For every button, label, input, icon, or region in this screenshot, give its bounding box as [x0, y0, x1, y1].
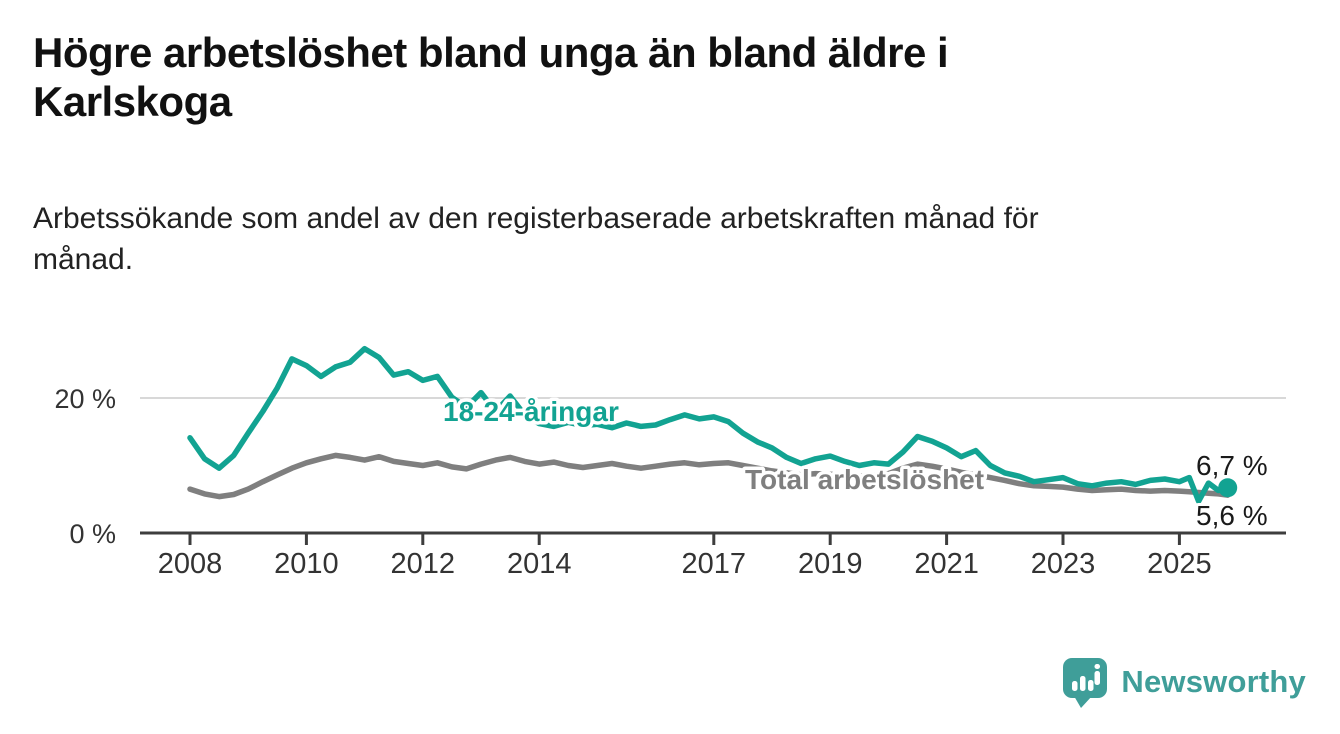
series-label-total: Total arbetslöshet: [745, 464, 984, 495]
x-axis-label-2017: 2017: [682, 548, 747, 580]
x-axis-label-2023: 2023: [1031, 548, 1096, 580]
x-axis-label-2025: 2025: [1147, 548, 1212, 580]
end-value-label-total: 5,6 %: [1196, 500, 1268, 531]
newsworthy-logo-icon: [1063, 658, 1108, 708]
y-axis-label-0: 0 %: [69, 519, 116, 549]
brand-name: Newsworthy: [1121, 664, 1306, 699]
series-label-youth: 18-24-åringar: [443, 396, 619, 427]
end-value-label-youth: 6,7 %: [1196, 450, 1268, 481]
x-axis-label-2010: 2010: [274, 548, 339, 580]
series-line-total: [187, 452, 1231, 500]
x-axis-label-2021: 2021: [914, 548, 979, 580]
chart-subtitle: Arbetssökande som andel av den registerb…: [33, 202, 1039, 277]
x-axis-label-2014: 2014: [507, 548, 572, 580]
series-end-dot: [1218, 478, 1238, 498]
y-axis-label-20: 20 %: [54, 384, 116, 414]
x-axis-label-2019: 2019: [798, 548, 863, 580]
x-axis-label-2008: 2008: [158, 548, 223, 580]
page-title: Högre arbetslöshet bland unga än bland ä…: [33, 29, 949, 126]
brand-footer: Newsworthy: [1061, 656, 1306, 708]
series-line-youth: [187, 345, 1231, 505]
x-axis-label-2012: 2012: [391, 548, 456, 580]
